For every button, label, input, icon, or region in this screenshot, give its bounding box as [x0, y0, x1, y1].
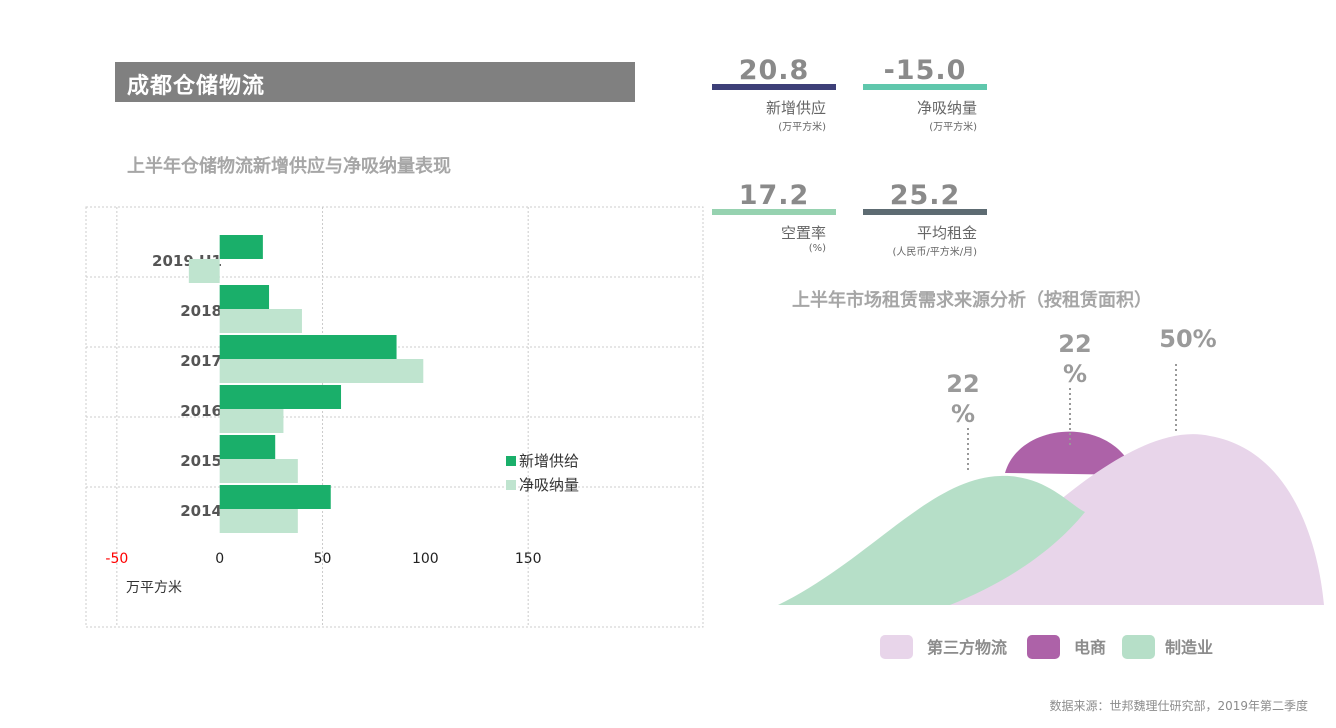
data-label: 50%: [1159, 325, 1216, 353]
data-source-note: 数据来源：世邦魏理仕研究部，2019年第二季度: [1049, 699, 1308, 713]
stat-label: 净吸纳量: [916, 99, 977, 117]
legend-swatch: [880, 635, 913, 659]
stat-unit: (%): [808, 243, 826, 254]
bar-chart-title: 上半年仓储物流新增供应与净吸纳量表现: [127, 156, 451, 177]
bar-new-supply: [219, 435, 276, 459]
bar-net-absorption: [219, 459, 298, 483]
data-label: 22%: [1058, 330, 1091, 388]
legend-swatch: [506, 480, 516, 490]
bar-new-supply: [219, 285, 270, 309]
stat-value: -15.0: [883, 55, 967, 86]
stat-bar: [863, 209, 987, 215]
x-tick-label: 0: [215, 551, 224, 567]
legend-swatch: [506, 456, 516, 466]
x-tick-label: -50: [105, 551, 128, 567]
legend-label: 制造业: [1165, 638, 1213, 657]
category-label: 2015: [180, 452, 222, 470]
bar-new-supply: [219, 485, 331, 509]
stat-unit: (万平方米): [778, 122, 826, 133]
page-title: 成都仓储物流: [127, 74, 266, 99]
category-label: 2017: [180, 352, 222, 370]
bar-net-absorption: [188, 259, 220, 283]
bar-net-absorption: [219, 359, 424, 383]
stat-value: 17.2: [738, 180, 810, 211]
area-manufacturing: [778, 475, 1085, 605]
category-label: 2018: [180, 302, 222, 320]
stat-label: 新增供应: [765, 99, 826, 117]
bar-new-supply: [219, 335, 397, 359]
data-label: 22%: [946, 370, 979, 428]
bar-new-supply: [219, 235, 263, 259]
area-ecommerce: [1005, 431, 1135, 475]
x-tick-label: 50: [314, 551, 332, 567]
category-label: 2016: [180, 402, 222, 420]
stat-unit: (万平方米): [929, 122, 977, 133]
stat-label: 空置率: [780, 224, 826, 242]
legend-label: 电商: [1074, 638, 1106, 657]
area-third-party-logistics: [950, 434, 1324, 605]
bar-net-absorption: [219, 509, 298, 533]
stat-unit: (人民币/平方米/月): [892, 247, 977, 258]
legend-label: 新增供给: [519, 452, 579, 470]
bar-net-absorption: [219, 309, 302, 333]
stat-bar: [712, 209, 836, 215]
bar-new-supply: [219, 385, 342, 409]
legend-swatch: [1122, 635, 1155, 659]
page-title-bar: 成都仓储物流: [115, 62, 635, 102]
stat-value: 25.2: [889, 180, 961, 211]
legend-label: 净吸纳量: [519, 476, 579, 494]
stat-bar: [863, 84, 987, 90]
legend-label: 第三方物流: [927, 638, 1007, 657]
stat-label: 平均租金: [916, 224, 977, 242]
x-axis-label: 万平方米: [126, 580, 182, 596]
bar-net-absorption: [219, 409, 284, 433]
x-tick-label: 150: [515, 551, 542, 567]
x-tick-label: 100: [412, 551, 439, 567]
category-label: 2014: [180, 502, 222, 520]
area-chart-title: 上半年市场租赁需求来源分析（按租赁面积）: [792, 290, 1152, 311]
legend-swatch: [1027, 635, 1060, 659]
stat-bar: [712, 84, 836, 90]
stat-value: 20.8: [738, 55, 810, 86]
